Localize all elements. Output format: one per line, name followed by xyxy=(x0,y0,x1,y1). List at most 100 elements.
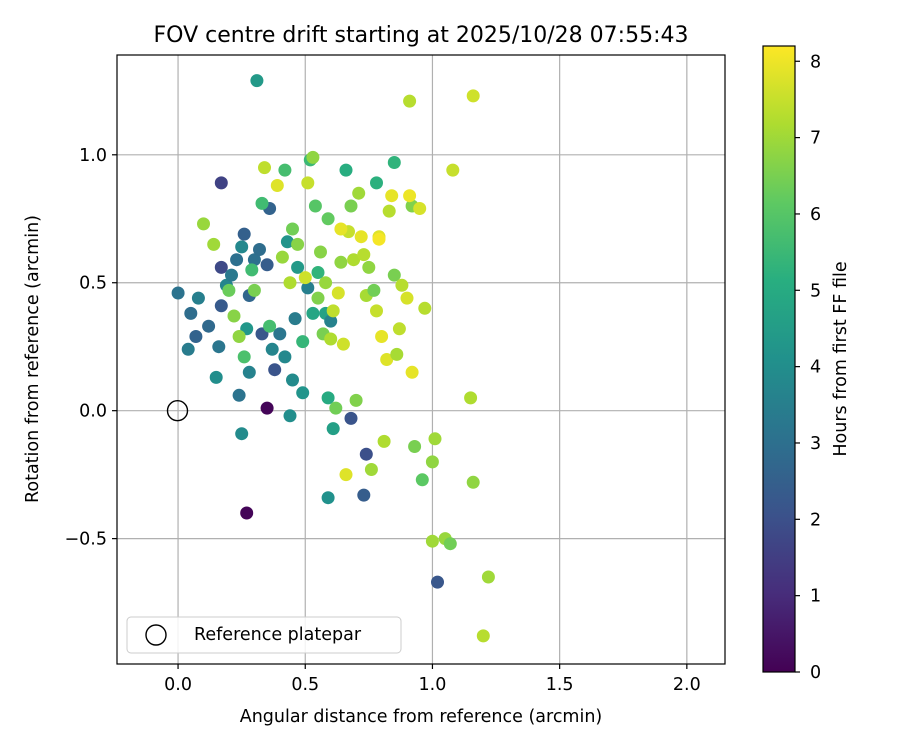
data-point xyxy=(387,268,401,282)
data-point xyxy=(242,365,256,379)
data-point xyxy=(225,268,238,282)
data-point xyxy=(227,309,241,323)
data-point xyxy=(347,253,361,267)
data-point xyxy=(321,391,335,405)
data-point xyxy=(232,388,246,402)
data-point xyxy=(372,232,386,246)
data-point xyxy=(214,260,228,274)
data-point xyxy=(362,260,376,274)
grid-lines xyxy=(117,55,725,664)
colorbar-tick-label: 5 xyxy=(810,281,821,301)
data-point xyxy=(311,266,325,279)
data-point xyxy=(344,411,358,425)
colorbar-label: Hours from first FF file xyxy=(831,261,851,456)
legend: Reference platepar xyxy=(126,616,402,654)
reference-marker xyxy=(166,400,189,422)
colorbar-tick-label: 1 xyxy=(810,587,821,607)
data-point xyxy=(291,237,305,251)
data-point xyxy=(291,260,305,274)
y-tick-label: 1.0 xyxy=(79,146,107,166)
x-tick-label: 0.0 xyxy=(164,675,192,695)
data-point xyxy=(377,434,391,448)
data-point xyxy=(464,391,478,405)
data-point xyxy=(301,281,315,295)
data-point xyxy=(400,291,414,305)
data-point xyxy=(334,222,348,236)
data-point xyxy=(339,163,353,177)
data-point xyxy=(197,217,210,231)
plot-frame xyxy=(116,54,726,665)
data-point xyxy=(403,94,417,108)
legend-label: Reference platepar xyxy=(194,625,362,645)
data-point xyxy=(235,427,249,441)
data-point xyxy=(326,304,340,318)
data-point xyxy=(232,330,246,343)
y-axis-label: Rotation from reference (arcmin) xyxy=(23,215,43,503)
data-points xyxy=(171,74,495,643)
colorbar-tick-label: 4 xyxy=(810,358,821,378)
data-point xyxy=(189,330,203,343)
data-point xyxy=(253,243,266,256)
colorbar-frame xyxy=(762,45,796,673)
data-point xyxy=(418,301,432,315)
y-tick-label: −0.5 xyxy=(65,530,108,550)
data-point xyxy=(240,506,254,520)
colorbar-tick-label: 7 xyxy=(810,129,821,149)
data-point xyxy=(466,89,480,103)
data-point xyxy=(278,350,292,364)
data-point xyxy=(171,286,185,300)
data-point xyxy=(364,463,378,476)
data-point xyxy=(202,319,216,333)
legend-marker xyxy=(145,624,167,646)
data-point xyxy=(357,488,371,502)
data-point xyxy=(367,283,381,297)
data-point xyxy=(476,629,490,643)
data-point xyxy=(413,202,427,215)
data-point xyxy=(230,253,244,267)
data-point xyxy=(408,440,422,453)
data-point xyxy=(273,327,287,341)
data-point xyxy=(425,534,439,548)
data-point xyxy=(191,291,205,305)
data-point xyxy=(260,258,274,272)
x-tick-label: 1.0 xyxy=(419,675,447,695)
colorbar-tick-label: 6 xyxy=(810,205,821,225)
colorbar-tick-label: 2 xyxy=(810,510,821,530)
data-point xyxy=(286,373,299,387)
legend-box xyxy=(126,616,402,654)
data-point xyxy=(283,409,297,423)
data-point xyxy=(212,340,226,354)
x-tick-label: 2.0 xyxy=(673,675,701,695)
data-point xyxy=(286,222,299,236)
data-point xyxy=(181,342,195,356)
data-point xyxy=(324,314,338,328)
data-point xyxy=(431,575,444,589)
data-point xyxy=(237,227,251,241)
data-point xyxy=(298,271,312,285)
data-point xyxy=(311,291,325,305)
data-point xyxy=(387,156,401,169)
colorbar-fill xyxy=(763,46,795,672)
y-axis-ticks: −0.5 0.0 0.5 1.0 xyxy=(65,146,117,550)
data-point xyxy=(319,276,333,290)
data-point xyxy=(245,263,259,277)
data-point xyxy=(321,212,335,226)
data-point xyxy=(321,491,335,505)
data-point xyxy=(336,337,350,351)
data-point xyxy=(260,401,274,415)
data-point xyxy=(326,422,340,436)
data-point xyxy=(349,393,363,407)
data-point xyxy=(222,283,236,297)
data-point xyxy=(184,306,198,320)
data-point xyxy=(428,432,442,446)
data-point xyxy=(443,537,457,551)
data-point xyxy=(306,150,320,164)
x-tick-label: 0.5 xyxy=(291,675,319,695)
data-point xyxy=(382,204,396,218)
data-point xyxy=(403,189,417,203)
data-point xyxy=(263,319,277,333)
data-point xyxy=(247,283,261,297)
data-point xyxy=(370,176,383,190)
data-point xyxy=(334,255,348,269)
data-point xyxy=(214,299,228,313)
